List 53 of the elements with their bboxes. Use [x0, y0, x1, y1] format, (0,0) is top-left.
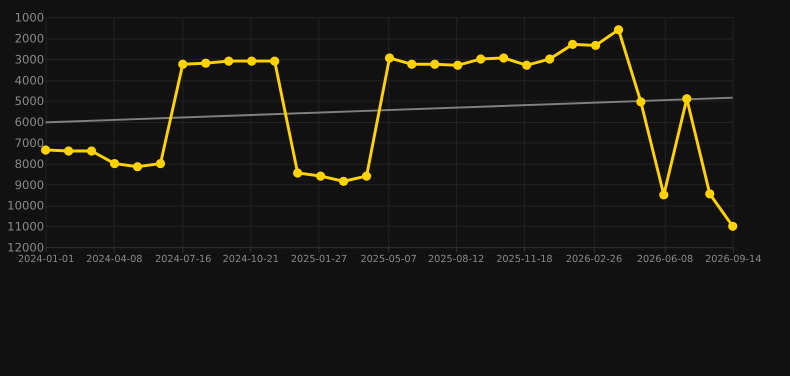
point [590, 40, 600, 50]
x-tick-label: 2025-01-27 [290, 254, 348, 266]
point [132, 162, 142, 172]
point [499, 53, 508, 63]
y-tick-label: 4000 [14, 73, 44, 88]
x-tick-label: 2024-01-01 [18, 254, 74, 266]
point [659, 190, 668, 200]
point [636, 97, 646, 106]
point [545, 54, 554, 64]
point [338, 176, 348, 186]
x-tick-label: 2025-11-18 [496, 254, 553, 266]
point [270, 56, 280, 66]
point [224, 56, 234, 66]
x-tick-label: 2024-10-21 [222, 254, 279, 266]
point [178, 60, 188, 69]
y-tick-label: 5000 [14, 94, 44, 108]
point [316, 172, 326, 181]
y-tick-label: 7000 [14, 136, 44, 150]
x-tick-label: 2026-09-14 [705, 254, 762, 266]
y-tick-label: 3000 [14, 52, 44, 66]
point [728, 222, 738, 231]
point [430, 60, 440, 69]
x-tick-label: 2026-02-26 [566, 254, 622, 266]
y-tick-label: 11000 [7, 220, 44, 234]
y-tick-label: 1000 [14, 10, 44, 25]
y-tick-label: 10000 [7, 198, 44, 213]
x-tick-label: 2026-06-08 [636, 254, 694, 266]
point [614, 25, 624, 34]
x-tick-label: 2024-04-08 [86, 254, 142, 266]
x-tick-label: 2025-08-12 [428, 254, 484, 266]
x-tick-label: 2025-05-07 [360, 254, 417, 266]
point [201, 58, 210, 68]
y-tick-label: 8000 [14, 156, 44, 171]
y-tick-label: 6000 [14, 115, 44, 130]
y-tick-label: 9000 [14, 178, 44, 192]
point [407, 60, 416, 69]
point [453, 60, 462, 70]
point [476, 54, 486, 64]
point [522, 60, 532, 70]
point [362, 172, 372, 181]
y-tick-label: 12000 [7, 240, 44, 255]
point [86, 146, 96, 156]
point [110, 158, 120, 168]
point [682, 94, 692, 104]
point [247, 56, 256, 66]
point [384, 53, 394, 63]
point [156, 158, 166, 168]
point [568, 40, 578, 49]
point [705, 189, 714, 198]
point [293, 168, 302, 178]
point [64, 146, 74, 156]
y-tick-label: 2000 [14, 31, 44, 46]
x-tick-label: 2024-07-16 [155, 254, 212, 266]
